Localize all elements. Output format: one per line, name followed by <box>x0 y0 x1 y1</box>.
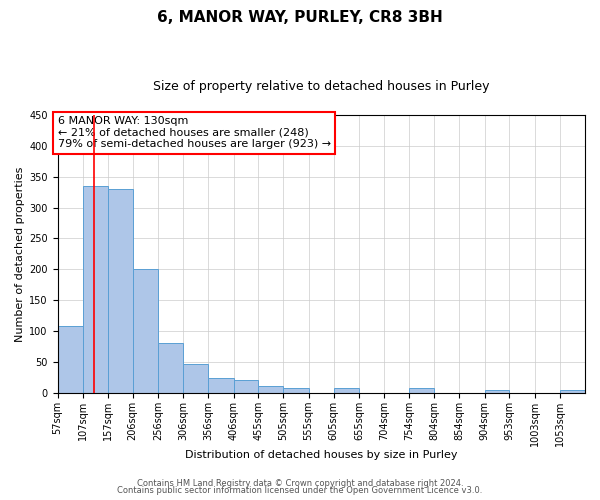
Title: Size of property relative to detached houses in Purley: Size of property relative to detached ho… <box>153 80 490 93</box>
Bar <box>334 388 359 393</box>
Text: Contains public sector information licensed under the Open Government Licence v3: Contains public sector information licen… <box>118 486 482 495</box>
Bar <box>233 380 258 393</box>
Bar <box>108 189 133 393</box>
Bar <box>133 270 158 393</box>
Bar <box>208 378 233 393</box>
Bar <box>58 326 83 393</box>
Text: 6 MANOR WAY: 130sqm
← 21% of detached houses are smaller (248)
79% of semi-detac: 6 MANOR WAY: 130sqm ← 21% of detached ho… <box>58 116 331 150</box>
Bar <box>83 186 108 393</box>
X-axis label: Distribution of detached houses by size in Purley: Distribution of detached houses by size … <box>185 450 458 460</box>
Bar <box>183 364 208 393</box>
Bar <box>560 390 585 393</box>
Bar <box>485 390 509 393</box>
Bar <box>258 386 283 393</box>
Bar <box>409 388 434 393</box>
Text: Contains HM Land Registry data © Crown copyright and database right 2024.: Contains HM Land Registry data © Crown c… <box>137 478 463 488</box>
Y-axis label: Number of detached properties: Number of detached properties <box>15 166 25 342</box>
Bar <box>283 388 308 393</box>
Text: 6, MANOR WAY, PURLEY, CR8 3BH: 6, MANOR WAY, PURLEY, CR8 3BH <box>157 10 443 25</box>
Bar <box>158 344 183 393</box>
